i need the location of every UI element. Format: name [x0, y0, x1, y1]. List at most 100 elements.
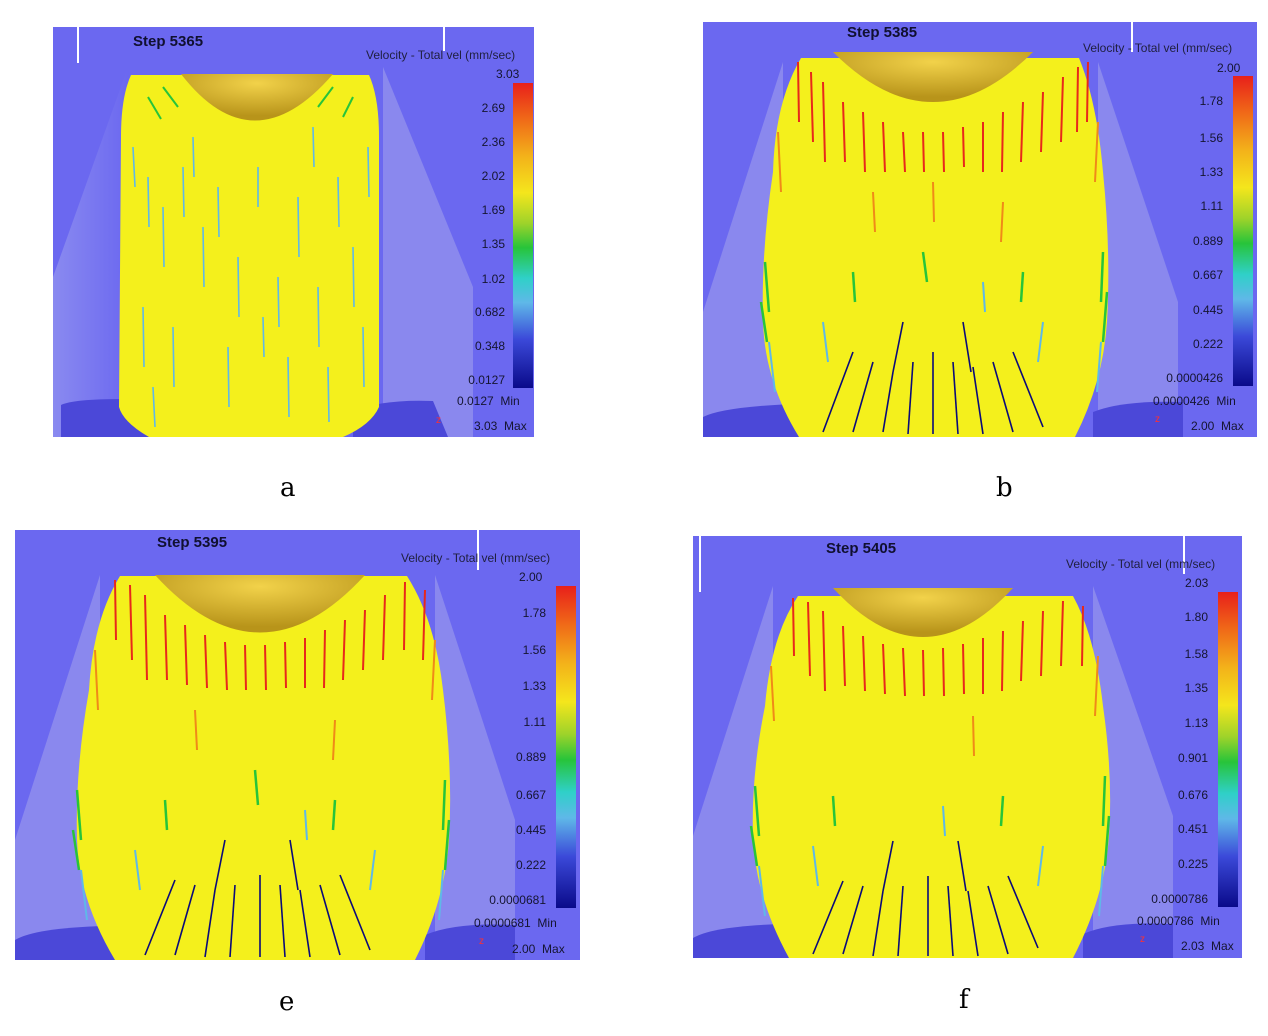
min-value: 0.0000786	[1137, 914, 1194, 928]
velocity-vectors-green	[71, 769, 451, 871]
legend-top-value: 2.00	[519, 570, 543, 584]
workpiece-material	[762, 58, 1109, 437]
tick-label: 1.13	[1184, 716, 1208, 730]
tick-label: 0.222	[1192, 337, 1223, 351]
legend-top-value: 2.00	[1217, 61, 1241, 75]
tick-label: 1.11	[1200, 199, 1223, 213]
max-readout: 2.03 Max	[1181, 939, 1234, 953]
min-label: Min	[1216, 394, 1236, 408]
min-label: Min	[500, 394, 520, 408]
tick-label: 1.78	[522, 606, 546, 620]
max-label: Max	[542, 942, 565, 956]
tick-label: 0.0000786	[1151, 892, 1208, 906]
velocity-vectors-hot	[797, 61, 1089, 173]
velocity-vectors-mid	[147, 86, 354, 120]
tick-label: 0.676	[1177, 788, 1208, 802]
step-label: Step 5365	[133, 33, 204, 50]
tick-label: 0.889	[1192, 234, 1223, 248]
tick-label: 0.225	[1177, 857, 1208, 871]
step-label: Step 5395	[157, 534, 228, 551]
max-value: 2.00	[512, 942, 536, 956]
die-base-right	[1093, 401, 1183, 437]
min-readout: 0.0000681 Min	[474, 916, 557, 930]
tick-label: 0.445	[1192, 303, 1223, 317]
die-wall-left	[693, 586, 773, 958]
die-base-left	[693, 924, 803, 958]
tick-label: 0.451	[1177, 822, 1208, 836]
velocity-vectors-cool	[80, 809, 444, 921]
tick-label: 0.0000681	[489, 893, 546, 907]
simulation-panel-a: Step 5365 Velocity - Total vel (mm/sec) …	[53, 27, 534, 437]
min-readout: 0.0127 Min	[457, 394, 520, 408]
tick-label: 0.445	[515, 823, 546, 837]
legend-title: Velocity - Total vel (mm/sec)	[1083, 41, 1233, 55]
legend-top-value: 3.03	[496, 67, 520, 81]
legend-top-value: 2.03	[1185, 576, 1209, 590]
tick-label: 1.80	[1184, 610, 1208, 624]
min-value: 0.0000426	[1153, 394, 1210, 408]
axis-indicator: z	[1155, 414, 1160, 425]
die-wall-left	[53, 67, 128, 437]
max-label: Max	[1221, 419, 1244, 433]
min-readout: 0.0000786 Min	[1137, 914, 1220, 928]
tick-label: 1.35	[1184, 681, 1208, 695]
color-scale-ticks: 1.78 1.56 1.33 1.11 0.889 0.667 0.445 0.…	[465, 596, 546, 907]
max-value: 2.00	[1191, 419, 1215, 433]
die-base-right	[425, 924, 515, 960]
punch-tool	[155, 575, 365, 633]
max-readout: 2.00 Max	[1191, 419, 1244, 433]
velocity-vectors-cool	[132, 126, 370, 428]
tick-label: 1.35	[481, 237, 505, 251]
color-scale-ticks: 1.80 1.58 1.35 1.13 0.901 0.676 0.451 0.…	[1128, 602, 1208, 907]
workpiece-material	[76, 576, 451, 960]
tick-label: 0.901	[1177, 751, 1208, 765]
min-label: Min	[1200, 914, 1220, 928]
panel-caption-a: a	[280, 473, 296, 503]
max-label: Max	[504, 419, 527, 433]
marker-line	[1183, 536, 1185, 574]
workpiece-material	[119, 75, 379, 437]
velocity-field-plot-e	[15, 575, 515, 960]
legend-title: Velocity - Total vel (mm/sec)	[1066, 557, 1216, 571]
color-scale-ticks: 1.78 1.56 1.33 1.11 0.889 0.667 0.445 0.…	[1143, 84, 1223, 385]
color-scale-bar	[556, 586, 576, 908]
axis-indicator: z	[1140, 934, 1145, 945]
tick-label: 1.33	[1199, 165, 1223, 179]
velocity-vectors-green	[749, 775, 1111, 867]
color-scale-bar	[1233, 76, 1253, 386]
velocity-field-plot-b	[703, 52, 1183, 437]
panel-caption-f: f	[959, 985, 969, 1015]
velocity-vectors-cool	[758, 805, 1104, 917]
max-value: 3.03	[474, 419, 498, 433]
marker-line	[1131, 22, 1133, 52]
marker-line	[477, 530, 479, 570]
die-base-left	[15, 926, 125, 960]
axis-indicator: z	[436, 415, 441, 426]
velocity-field-plot-a	[53, 67, 473, 437]
tick-label: 0.667	[515, 788, 546, 802]
tick-label: 2.02	[481, 169, 505, 183]
tick-label: 1.56	[1199, 131, 1223, 145]
color-scale-ticks: 2.69 2.36 2.02 1.69 1.35 1.02 0.682 0.34…	[453, 87, 505, 387]
tick-label: 0.889	[515, 750, 546, 764]
tick-label: 2.69	[481, 101, 505, 115]
velocity-vectors-slow	[822, 321, 1044, 435]
die-wall-left	[703, 62, 783, 437]
min-label: Min	[537, 916, 557, 930]
marker-line	[77, 27, 79, 63]
simulation-panel-b: Step 5385 Velocity - Total vel (mm/sec) …	[703, 22, 1257, 437]
step-label: Step 5385	[847, 24, 918, 41]
marker-line	[699, 536, 701, 592]
simulation-panel-e: Step 5395 Velocity - Total vel (mm/sec) …	[15, 530, 580, 960]
tick-label: 0.222	[515, 858, 546, 872]
axis-indicator: z	[479, 936, 484, 947]
velocity-vectors-warm	[770, 655, 1099, 757]
tick-label: 0.348	[474, 339, 505, 353]
die-wall-right	[383, 67, 473, 437]
tick-label: 0.682	[474, 305, 505, 319]
max-readout: 3.03 Max	[474, 419, 527, 433]
max-label: Max	[1211, 939, 1234, 953]
marker-line	[443, 27, 445, 51]
step-label: Step 5405	[826, 540, 897, 557]
min-value: 0.0127	[457, 394, 494, 408]
